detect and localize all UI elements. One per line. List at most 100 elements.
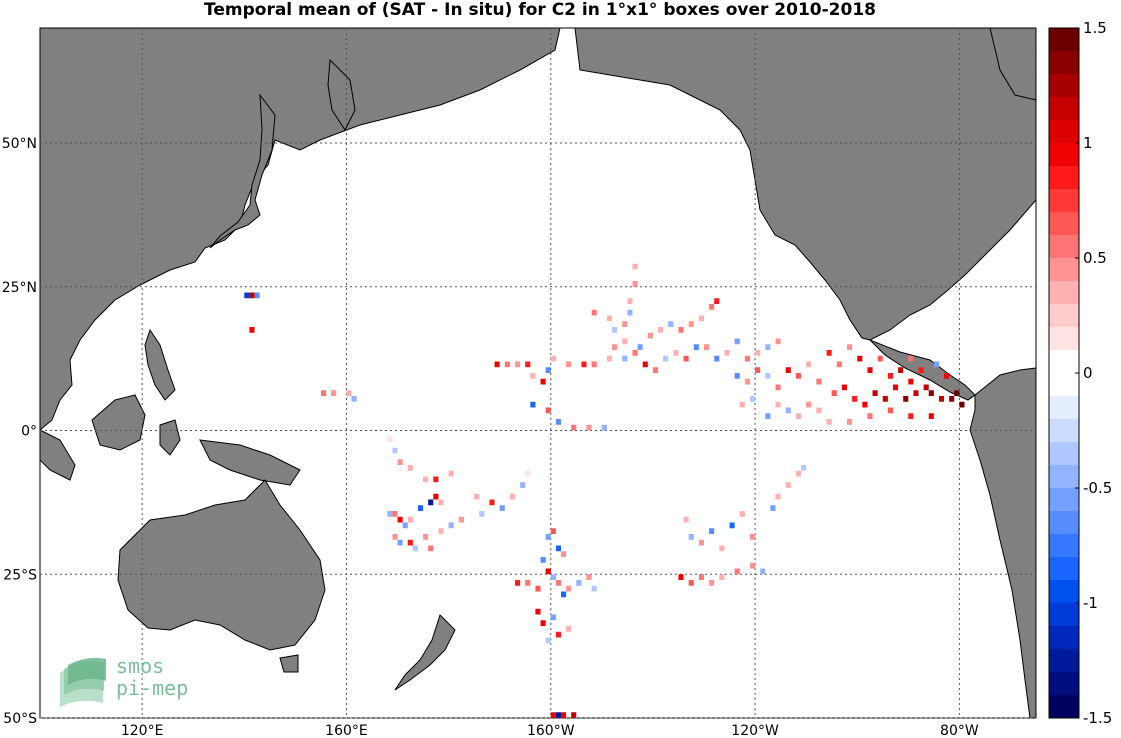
data-cell [938, 396, 945, 402]
data-cell [530, 401, 536, 408]
colorbar-segment [1049, 28, 1079, 52]
data-cell [433, 493, 439, 500]
colorbar-tick-label: 1.5 [1083, 19, 1107, 37]
data-cell [555, 545, 561, 552]
lon-tick-label: 120°W [731, 723, 779, 738]
data-cell [412, 545, 418, 552]
data-cell [785, 407, 791, 414]
data-cell [831, 390, 837, 396]
data-cell [658, 327, 664, 333]
data-cell [683, 516, 689, 523]
data-cell [826, 350, 832, 356]
data-cell [744, 355, 750, 362]
data-cell [591, 361, 597, 368]
data-cell [806, 361, 812, 368]
data-cell [765, 373, 771, 379]
lon-tick-label: 160°E [325, 723, 368, 738]
data-cell [392, 511, 398, 517]
data-cell [795, 413, 802, 419]
data-cell [647, 332, 653, 339]
data-cell [770, 505, 776, 511]
data-cell [918, 367, 924, 373]
map-title: Temporal mean of (SAT - In situ) for C2 … [204, 0, 876, 20]
data-cell [857, 355, 863, 362]
colorbar-tick-label: -1 [1083, 594, 1098, 612]
data-cell [560, 551, 567, 557]
data-cell [627, 298, 633, 304]
data-cell [867, 413, 873, 419]
data-cell [438, 528, 444, 534]
data-cell [571, 424, 577, 431]
data-cell [729, 522, 735, 529]
colorbar-tick-label: 0.5 [1083, 249, 1107, 267]
colorbar-segment [1049, 120, 1079, 144]
data-cell [448, 470, 454, 477]
land-sulawesi [159, 419, 181, 456]
colorbar-segment [1049, 603, 1079, 627]
data-cell [525, 580, 531, 586]
axis-labels: 50°N 25°N 0° 25°S 50°S 120°E 160°E 160°W 120°W 80… [2, 136, 979, 738]
data-cell [944, 373, 950, 379]
data-cell [928, 413, 934, 419]
data-cell [836, 361, 842, 368]
data-cell [331, 390, 337, 396]
graticule [40, 28, 1036, 719]
data-cell [903, 396, 909, 402]
colorbar-segment [1049, 235, 1079, 259]
data-cell [606, 315, 613, 322]
lat-tick-label: 50°S [3, 711, 37, 727]
data-cell [704, 344, 710, 350]
data-cell [351, 396, 357, 402]
data-cell [254, 292, 260, 299]
data-cell [586, 424, 592, 431]
data-cell [734, 568, 740, 575]
data-cell [775, 338, 781, 345]
data-cell [688, 534, 694, 540]
data-cell [892, 384, 899, 391]
data-cell [867, 367, 873, 373]
lat-tick-label: 25°N [2, 280, 37, 296]
data-cell [606, 355, 613, 362]
land-sumatra [39, 429, 76, 481]
colorbar-segment [1049, 511, 1079, 535]
data-cells [244, 263, 965, 718]
data-cell [474, 493, 480, 500]
data-cell [458, 516, 464, 523]
data-cell [908, 413, 914, 419]
colorbar-segment [1049, 143, 1079, 167]
land-kamchatka [327, 58, 356, 132]
data-cell [627, 309, 633, 316]
data-cell [550, 355, 556, 362]
data-cell [683, 355, 689, 362]
data-cell [719, 574, 725, 580]
colorbar-segment [1049, 695, 1079, 719]
data-cell [397, 516, 403, 523]
data-cell [709, 528, 715, 534]
data-cell [438, 499, 444, 506]
data-cell [591, 585, 597, 592]
data-cell [928, 390, 934, 396]
data-cell [688, 321, 694, 327]
data-cell [709, 580, 715, 586]
data-cell [908, 355, 914, 362]
land-tasmania [279, 654, 299, 673]
data-cell [847, 419, 853, 425]
data-cell [545, 407, 551, 414]
data-cell [320, 390, 327, 396]
data-cell [550, 574, 556, 580]
data-cell [550, 712, 556, 718]
data-cell [494, 361, 500, 368]
data-cell [392, 447, 398, 454]
lat-tick-label: 0° [21, 424, 37, 440]
data-cell [632, 263, 638, 270]
data-cell [637, 344, 643, 350]
data-cell [249, 327, 255, 333]
data-cell [678, 574, 684, 580]
colorbar-segment [1049, 626, 1079, 650]
data-cell [744, 378, 750, 385]
data-cell [739, 401, 745, 408]
data-cell [550, 614, 556, 621]
data-cell [387, 511, 393, 517]
data-cell [550, 528, 556, 534]
